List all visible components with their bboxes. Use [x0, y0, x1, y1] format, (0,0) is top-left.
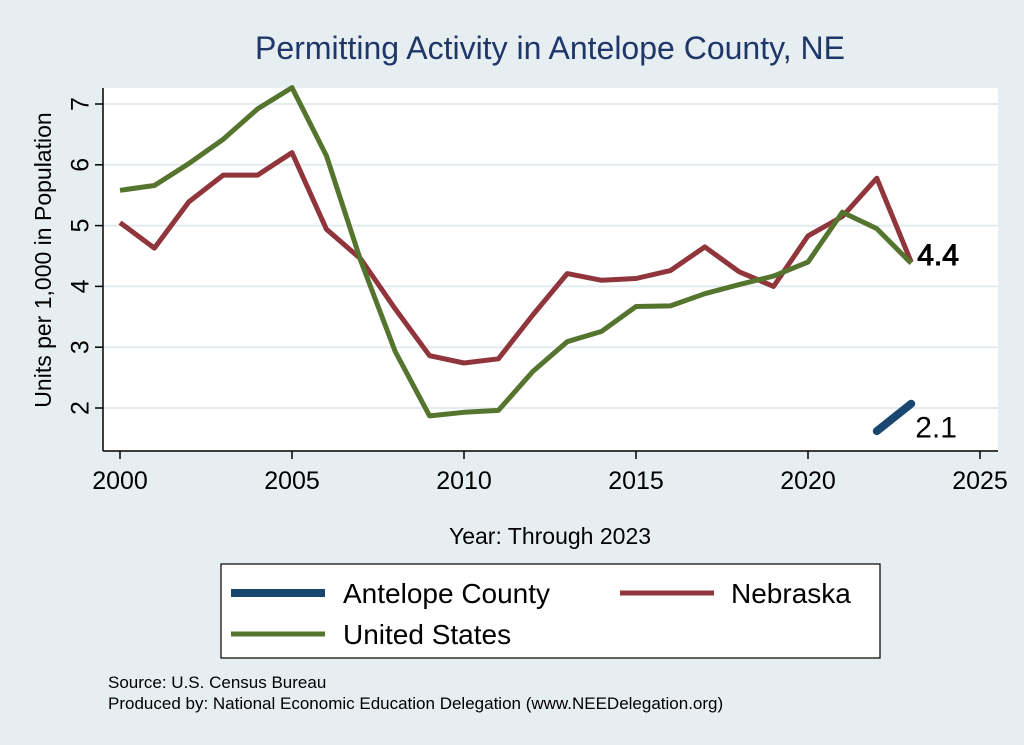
- legend-label-nebraska: Nebraska: [731, 578, 851, 609]
- series-line-antelope-county: [872, 399, 916, 436]
- series-lines: [118, 85, 916, 436]
- x-tick-label-2020: 2020: [780, 467, 836, 495]
- x-tick-label-2005: 2005: [264, 467, 320, 495]
- y-tick-label-6: 6: [67, 158, 95, 172]
- y-tick-label-7: 7: [67, 97, 95, 111]
- produced-note: Produced by: National Economic Education…: [108, 694, 723, 713]
- gridlines: [103, 103, 998, 409]
- x-axis-label: Year: Through 2023: [449, 523, 651, 549]
- series-line-united-states: [119, 85, 913, 419]
- source-note: Source: U.S. Census Bureau: [108, 673, 326, 692]
- end-labels: 4.4 2.1: [915, 239, 959, 445]
- legend: Antelope County Nebraska United States: [220, 563, 881, 659]
- legend-box: [220, 563, 881, 659]
- x-axis: 2000 2005 2010 2015 2020 2025: [92, 450, 1008, 495]
- series-line-nebraska: [118, 150, 914, 366]
- chart-title: Permitting Activity in Antelope County, …: [255, 30, 845, 66]
- y-tick-label-5: 5: [67, 219, 95, 233]
- y-tick-label-3: 3: [67, 340, 95, 354]
- y-axis-label: Units per 1,000 in Population: [30, 112, 56, 407]
- y-tick-label-4: 4: [67, 279, 95, 293]
- legend-label-united-states: United States: [343, 619, 511, 650]
- y-tick-label-2: 2: [67, 401, 95, 415]
- x-tick-label-2000: 2000: [92, 467, 148, 495]
- end-label-antelope-county: 2.1: [915, 412, 957, 445]
- x-tick-label-2015: 2015: [608, 467, 664, 495]
- end-label-nebraska: 4.4: [917, 239, 959, 272]
- plot-area: [103, 88, 998, 451]
- x-tick-label-2025: 2025: [952, 467, 1008, 495]
- y-axis: 2 3 4 5 6 7: [67, 88, 104, 451]
- x-tick-label-2010: 2010: [436, 467, 492, 495]
- legend-label-antelope-county: Antelope County: [343, 578, 550, 609]
